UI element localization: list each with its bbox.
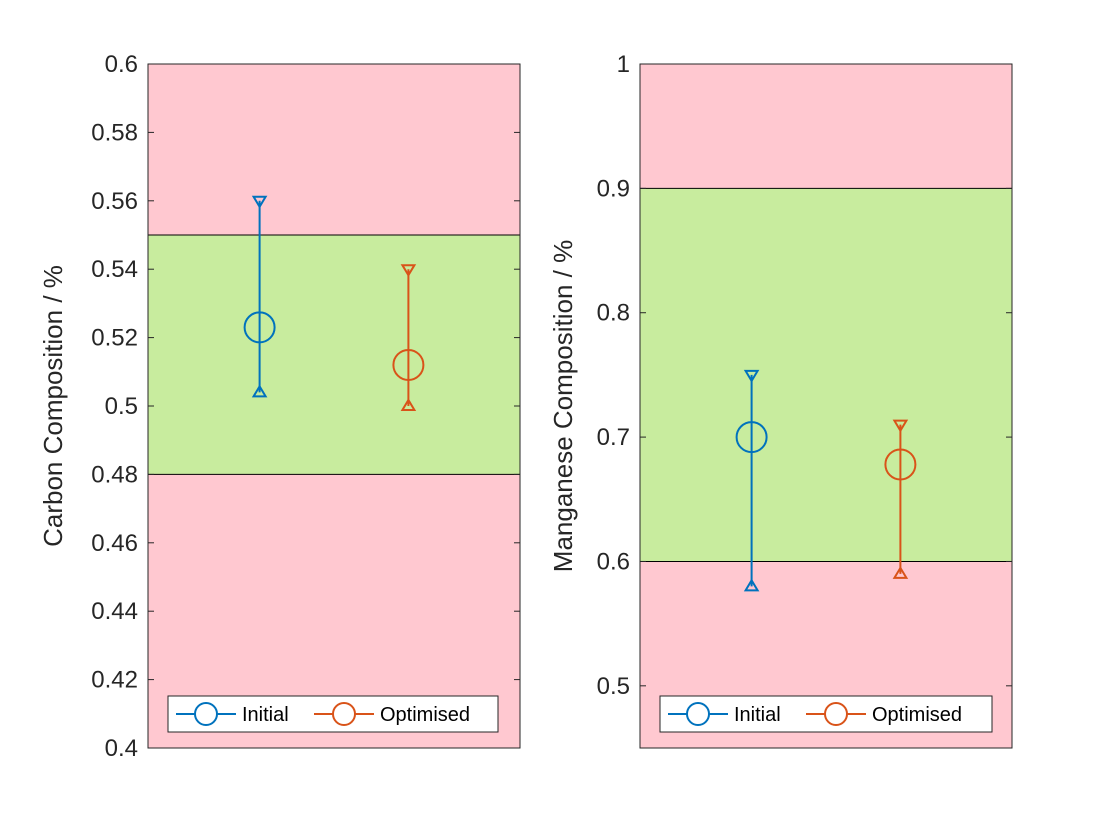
series-initial [735, 369, 768, 592]
lower-bound-marker [400, 398, 417, 411]
y-tick-label: 0.52 [91, 325, 138, 352]
y-tick-label: 0.9 [597, 175, 630, 202]
legend-label: Initial [734, 704, 781, 726]
lower-bound-marker [743, 578, 760, 592]
y-tick-label: 0.42 [91, 667, 138, 694]
series-optimised [392, 264, 425, 411]
y-tick-label: 0.48 [91, 461, 138, 488]
data-point [392, 348, 425, 381]
legend-entry-initial: Initial [668, 702, 781, 726]
band-1 [148, 235, 520, 475]
y-tick-label: 0.5 [105, 393, 138, 420]
data-point [884, 448, 917, 481]
manganese-panel: 0.5 0.6 0.7 0.8 0.9 1 Manganese Composition / … [548, 51, 1013, 749]
legend-label: Optimised [380, 704, 470, 726]
upper-bound-marker [400, 264, 417, 278]
legend-marker [332, 702, 356, 726]
legend-entry-initial: Initial [176, 702, 289, 726]
y-tick-label: 0.54 [91, 256, 138, 283]
band-2 [148, 64, 520, 235]
legend-label: Optimised [872, 704, 962, 726]
lower-bound-marker [892, 565, 909, 579]
y-tick-label: 0.56 [91, 188, 138, 215]
legend-entry-optimised: Optimised [806, 702, 962, 726]
legend-marker [686, 702, 710, 726]
series-optimised [884, 419, 917, 579]
y-tick-label: 0.6 [597, 548, 630, 575]
y-tick-label: 0.7 [597, 424, 630, 451]
y-tick-label: 0.6 [105, 51, 138, 78]
upper-bound-marker [743, 369, 760, 383]
y-tick-label: 0.4 [105, 735, 138, 762]
legend: Initial Optimised [167, 695, 499, 733]
legend-entry-optimised: Optimised [314, 702, 470, 726]
legend: Initial Optimised [659, 695, 993, 733]
y-tick-label: 1 [617, 51, 630, 78]
legend-marker [824, 702, 848, 726]
y-axis-label: Manganese Composition / % [548, 240, 578, 572]
series-initial [243, 195, 276, 398]
y-axis-label: Carbon Composition / % [38, 265, 68, 547]
data-point [735, 421, 768, 454]
upper-bound-marker [251, 195, 268, 209]
band-1 [640, 188, 1012, 562]
legend-label: Initial [242, 704, 289, 726]
band-2 [640, 64, 1012, 189]
y-tick-label: 0.5 [597, 673, 630, 700]
y-tick-label: 0.46 [91, 530, 138, 557]
y-tick-label: 0.44 [91, 598, 138, 625]
axes-box [639, 63, 1013, 749]
lower-bound-marker [251, 384, 268, 398]
legend-marker [194, 702, 218, 726]
y-tick-label: 0.8 [597, 300, 630, 327]
carbon-panel: 0.4 0.42 0.44 0.46 0.48 0.5 0.52 0.54 0.56 0.58 0.… [38, 51, 521, 762]
y-tick-label: 0.58 [91, 119, 138, 146]
upper-bound-marker [892, 419, 909, 433]
data-point [243, 311, 276, 344]
